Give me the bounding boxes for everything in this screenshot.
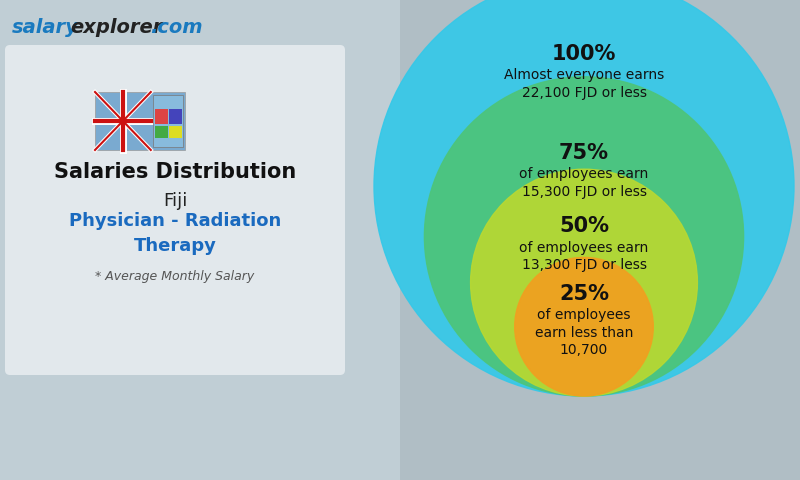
Bar — [155, 126, 168, 138]
Text: Physician - Radiation
Therapy: Physician - Radiation Therapy — [69, 212, 281, 255]
Bar — [155, 109, 168, 124]
Text: 50%: 50% — [559, 216, 609, 237]
Text: * Average Monthly Salary: * Average Monthly Salary — [95, 270, 254, 283]
Text: explorer: explorer — [70, 18, 162, 37]
Bar — [0, 0, 400, 480]
Circle shape — [470, 169, 698, 396]
Text: Fiji: Fiji — [163, 192, 187, 210]
Bar — [169, 109, 182, 124]
Text: 75%: 75% — [559, 143, 609, 163]
Circle shape — [425, 77, 743, 396]
Circle shape — [514, 257, 654, 396]
Text: .com: .com — [150, 18, 202, 37]
Bar — [153, 95, 183, 147]
Text: of employees earn
13,300 FJD or less: of employees earn 13,300 FJD or less — [519, 240, 649, 273]
FancyBboxPatch shape — [5, 45, 345, 375]
Text: 25%: 25% — [559, 284, 609, 304]
Text: 100%: 100% — [552, 44, 616, 64]
Text: of employees earn
15,300 FJD or less: of employees earn 15,300 FJD or less — [519, 167, 649, 199]
Bar — [95, 92, 185, 150]
Text: Almost everyone earns
22,100 FJD or less: Almost everyone earns 22,100 FJD or less — [504, 68, 664, 100]
Text: of employees
earn less than
10,700: of employees earn less than 10,700 — [535, 308, 633, 358]
Text: Salaries Distribution: Salaries Distribution — [54, 162, 296, 182]
Circle shape — [374, 0, 794, 396]
Bar — [169, 126, 182, 138]
Text: salary: salary — [12, 18, 79, 37]
